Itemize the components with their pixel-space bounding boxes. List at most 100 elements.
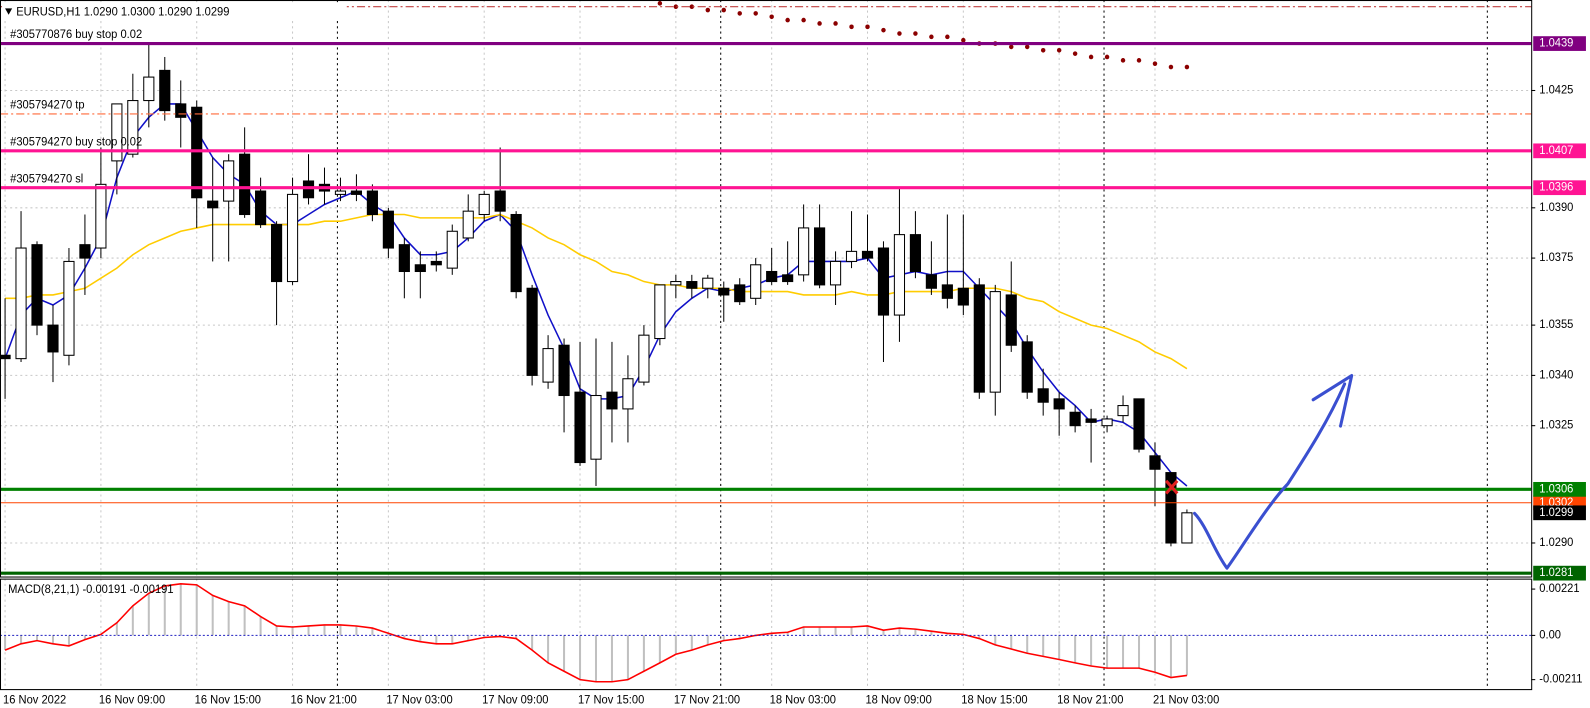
candle-body	[782, 274, 794, 283]
x-tick-label: 16 Nov 09:00	[99, 695, 165, 707]
candle-body	[526, 287, 538, 376]
sar-dot	[1072, 51, 1078, 56]
sar-dot	[1168, 64, 1174, 70]
level-label-bg	[1533, 180, 1586, 196]
candle-body	[95, 183, 107, 249]
x-tick-label: 17 Nov 03:00	[386, 695, 452, 707]
main-pane-frame	[0, 0, 1533, 578]
x-tick-label: 17 Nov 09:00	[482, 695, 548, 707]
x-tick-label: 17 Nov 15:00	[578, 695, 644, 707]
candle-body	[1149, 455, 1161, 470]
candle-body	[510, 213, 522, 293]
candle-body	[430, 260, 442, 266]
order-label: #305794270 buy stop 0.02	[10, 136, 142, 148]
candle-body	[638, 334, 650, 383]
level-label: 1.0396	[1539, 182, 1573, 194]
candle-body	[286, 193, 299, 283]
candle-body	[1021, 341, 1033, 393]
y-tick-label: 1.0340	[1539, 369, 1573, 381]
sar-dot	[1120, 58, 1126, 63]
candle-body	[1133, 398, 1145, 450]
candle-body	[734, 284, 746, 303]
candle-body	[1101, 418, 1113, 427]
candle-body	[15, 247, 27, 360]
sar-dot	[1136, 58, 1142, 63]
sar-dot	[785, 17, 790, 23]
y-tick-label: 1.0390	[1539, 202, 1573, 214]
x-tick-label: 16 Nov 2022	[3, 695, 66, 707]
candle-body	[47, 324, 59, 353]
candle-body	[1069, 411, 1081, 427]
candle-body	[159, 69, 171, 112]
candle-body	[31, 244, 43, 326]
candle-body	[478, 193, 490, 216]
candle-body	[909, 234, 921, 273]
candle-body	[111, 103, 123, 162]
candle-body	[814, 227, 826, 286]
y-tick-label: 1.0355	[1539, 319, 1573, 331]
candle-body	[207, 200, 219, 209]
candle-body	[542, 348, 554, 383]
candle-body	[861, 250, 874, 259]
candle-body	[925, 274, 937, 289]
level-label: 1.0407	[1539, 145, 1573, 157]
level-label-bg	[1533, 481, 1586, 497]
chart-header: EURUSD,H1 1.0290 1.0300 1.0290 1.0299	[16, 7, 229, 19]
candle-body	[973, 284, 985, 393]
macd-tick-label: -0.00211	[1539, 674, 1582, 686]
candle-body	[590, 394, 602, 460]
candle-body	[1037, 388, 1049, 403]
header-bg	[2, 4, 347, 19]
order-label: #305794270 tp	[10, 99, 84, 111]
candle-body	[686, 281, 698, 289]
candle-body	[750, 264, 762, 299]
candle-body	[606, 391, 618, 410]
candle-body	[654, 284, 666, 340]
sar-dot	[865, 24, 870, 30]
sar-dot	[737, 11, 742, 16]
candle-body	[1165, 472, 1177, 544]
macd-tick-label: 0.00	[1539, 629, 1561, 641]
candle-body	[766, 270, 778, 283]
y-tick-label: 1.0425	[1539, 84, 1573, 96]
candle-body	[0, 354, 11, 360]
sar-dot	[961, 37, 966, 43]
candle-body	[175, 103, 187, 118]
y-tick-label: 1.0290	[1539, 537, 1573, 549]
candle-body	[79, 244, 91, 259]
x-tick-label: 21 Nov 03:00	[1153, 695, 1219, 707]
candle-body	[239, 153, 251, 216]
candle-body	[255, 190, 267, 226]
sar-dot	[705, 7, 711, 13]
sar-dot	[801, 17, 806, 23]
sar-dot	[849, 24, 854, 30]
sar-dot	[689, 4, 695, 10]
x-tick-label: 18 Nov 21:00	[1057, 695, 1123, 707]
level-label-bg	[1533, 505, 1586, 521]
candle-body	[398, 244, 410, 273]
candle-body	[223, 160, 235, 202]
candle-body	[622, 378, 634, 410]
candle-body	[702, 277, 714, 289]
candle-body	[1005, 294, 1017, 346]
candle-body	[63, 260, 75, 356]
candle-body	[558, 344, 570, 397]
sar-dot	[833, 21, 838, 26]
candle-body	[941, 284, 953, 299]
x-tick-label: 18 Nov 15:00	[961, 695, 1027, 707]
sar-dot	[1088, 54, 1094, 60]
sar-dot	[1056, 47, 1062, 53]
level-label: 1.0299	[1539, 507, 1573, 519]
candle-body	[1053, 398, 1065, 410]
sar-dot	[1184, 64, 1190, 70]
trade-marker	[1165, 479, 1179, 495]
candle-body	[670, 281, 682, 286]
candle-body	[302, 180, 315, 199]
sar-dot	[1009, 44, 1014, 50]
y-tick-label: 1.0325	[1539, 420, 1573, 432]
macd-title: MACD(8,21,1) -0.00191 -0.00191	[8, 584, 173, 596]
candle-body	[414, 264, 426, 273]
